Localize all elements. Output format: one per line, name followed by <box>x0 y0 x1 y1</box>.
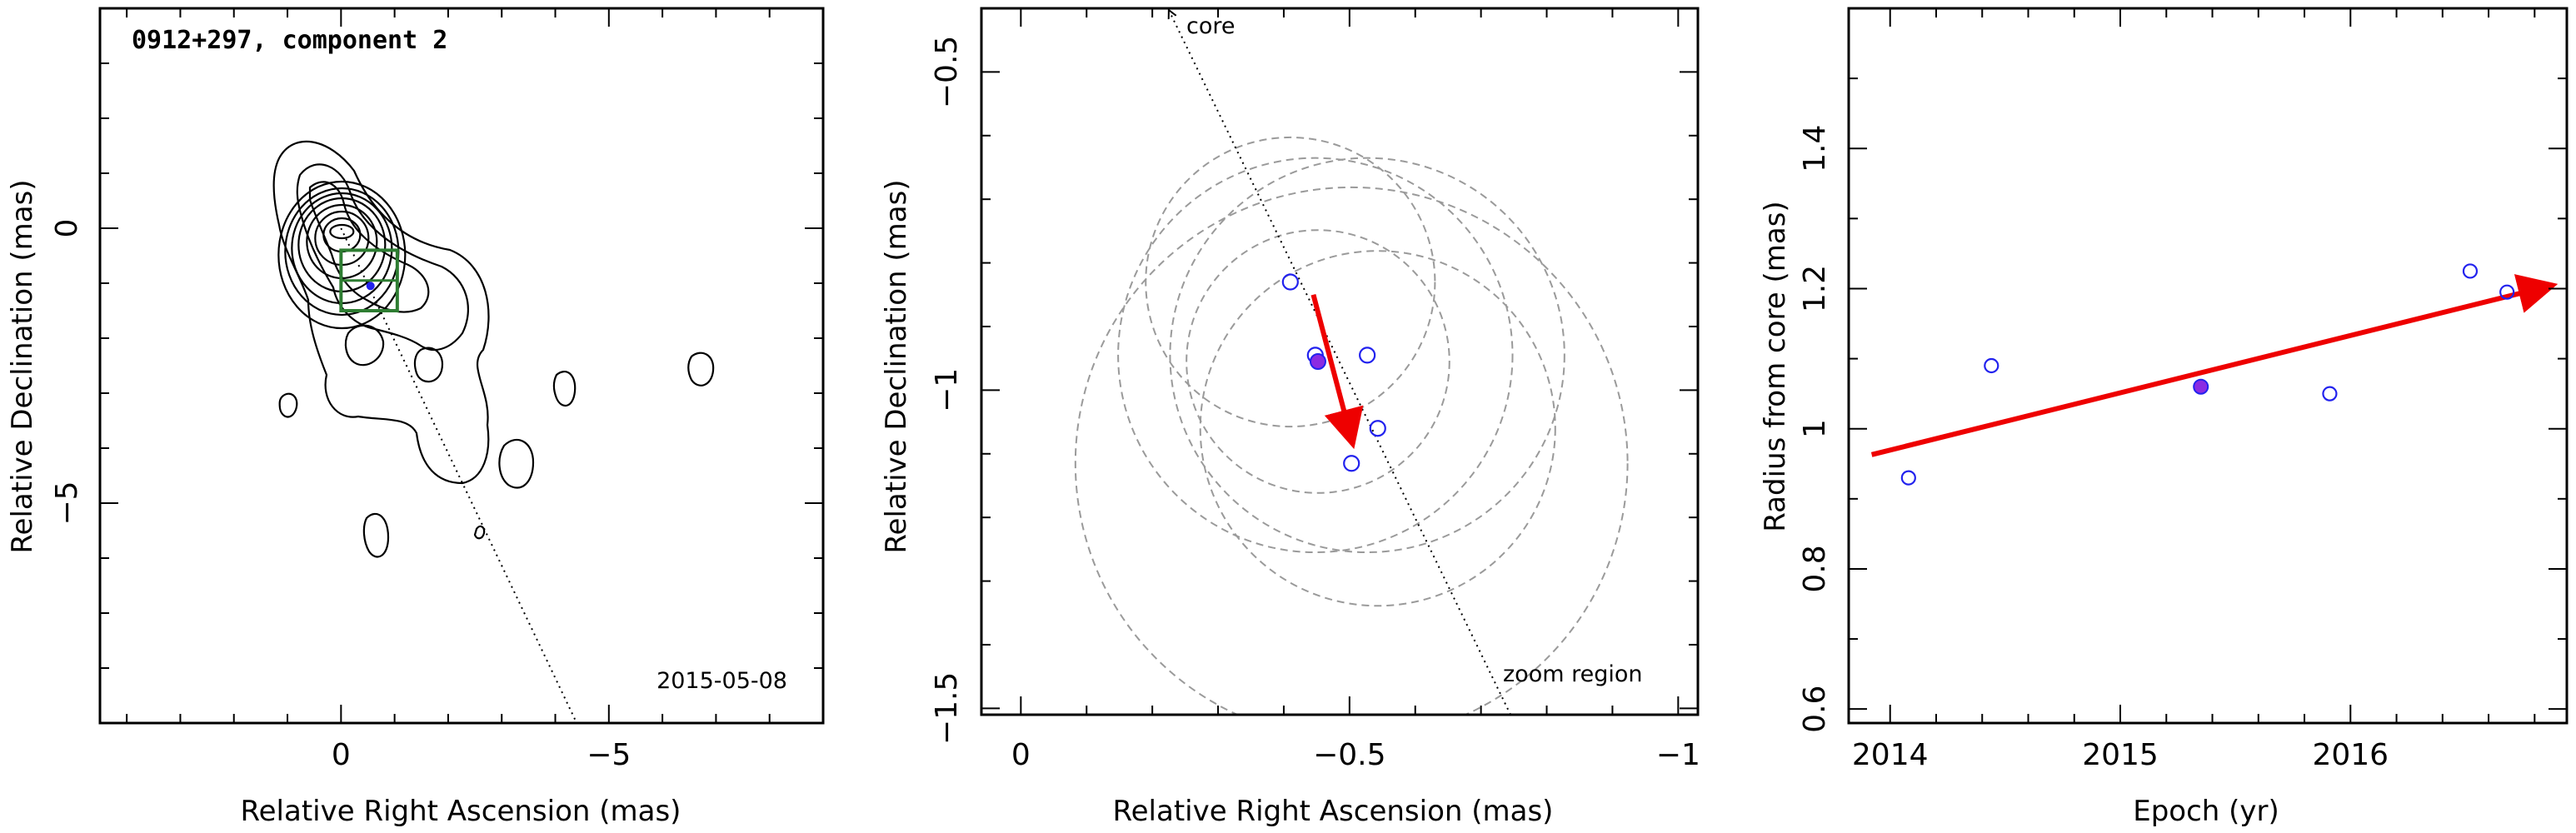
y-tick-label: 1 <box>1798 419 1832 438</box>
epoch-point-open <box>2462 263 2479 279</box>
epoch-point-filled <box>2193 378 2209 395</box>
contour-ring7 <box>362 512 390 558</box>
contour-ring3 <box>278 392 298 418</box>
panel-radius: 2014 2015 2016 0.6 0.8 1 1.2 1.4 Epoch (yr) Rad… <box>1759 7 2569 828</box>
y-axis-label-3: Radius from core (mas) <box>1759 201 1792 531</box>
contour-ring1 <box>344 324 385 367</box>
y-tick-label: 0.8 <box>1798 545 1832 592</box>
core-direction-line-zoom <box>1169 10 1512 716</box>
contour-ring6 <box>687 352 715 387</box>
x-axis-label-3: Epoch (yr) <box>2133 795 2279 828</box>
component-marker <box>366 282 375 291</box>
uncertainty-circle <box>1074 186 1629 715</box>
plot-frame-3 <box>1847 7 2569 725</box>
y-axis-label-1: Relative Declination (mas) <box>6 179 39 553</box>
x-axis-label-1: Relative Right Ascension (mas) <box>241 795 681 828</box>
x-tick-label: 0 <box>1011 738 1031 772</box>
map-date: 2015-05-08 <box>656 668 787 694</box>
tick-labels-2: 0 −0.5 −1 −0.5 −1 −1.5 <box>930 36 1700 772</box>
uncertainty-circle <box>1117 157 1514 554</box>
uncertainty-circle <box>1145 136 1436 428</box>
ticks-2 <box>981 7 1698 715</box>
x-tick-label: 0 <box>332 738 351 772</box>
contour-mid2 <box>308 181 430 313</box>
epoch-point-open <box>1984 357 1999 374</box>
x-tick-label: 2014 <box>1852 738 1929 772</box>
uncertainty-circles <box>1074 136 1629 715</box>
x-axis-label-2: Relative Right Ascension (mas) <box>1113 795 1554 828</box>
contour-lines <box>272 140 715 558</box>
y-tick-label: 0 <box>50 219 84 238</box>
x-tick-label: −0.5 <box>1313 738 1385 772</box>
panel-zoom: 0 −0.5 −1 −0.5 −1 −1.5 core zoom region Relat… <box>880 7 1700 828</box>
core-contour <box>329 223 355 240</box>
contour-ring4 <box>498 438 535 489</box>
motion-arrow <box>1310 294 1364 450</box>
y-axis-label-2: Relative Declination (mas) <box>880 179 913 553</box>
contour-ring5 <box>552 371 577 407</box>
epoch-point-open <box>1359 347 1376 364</box>
core-annotation: core <box>1186 13 1235 39</box>
uncertainty-circle <box>1186 229 1450 494</box>
epoch-points-zoom <box>1281 273 1386 472</box>
epoch-point-open <box>1281 273 1299 291</box>
core-contour <box>277 180 407 330</box>
y-tick-label: 1.2 <box>1798 265 1832 312</box>
contour-ring8 <box>473 525 486 540</box>
tick-labels-3: 2014 2015 2016 0.6 0.8 1 1.2 1.4 <box>1798 125 2389 772</box>
y-tick-label: −5 <box>50 481 84 525</box>
plot-frame-1 <box>98 7 825 725</box>
zoom-region-annotation: zoom region <box>1503 661 1642 687</box>
contour-ring2 <box>413 347 444 383</box>
y-tick-label: −1 <box>930 368 964 412</box>
y-tick-label: 0.6 <box>1798 686 1832 733</box>
contour-outer <box>272 140 490 485</box>
ticks-1 <box>100 7 824 724</box>
core-direction-line <box>340 227 578 723</box>
panel-contour-map: 0 −50−5 0912+297, component 2 2015-05-08 … <box>6 7 825 828</box>
epoch-point-open <box>1343 455 1360 472</box>
y-tick-label: −0.5 <box>930 36 964 108</box>
epoch-point-open <box>1369 420 1386 437</box>
x-tick-label: −5 <box>587 738 631 772</box>
uncertainty-circle <box>1169 157 1565 554</box>
y-tick-label: −1.5 <box>930 672 964 745</box>
y-tick-label: 1.4 <box>1798 125 1832 172</box>
x-tick-label: 2016 <box>2312 738 2389 772</box>
trend-arrow <box>1870 274 2559 457</box>
epoch-point-filled <box>1309 353 1326 370</box>
epoch-points-radius <box>1900 263 2515 486</box>
plot-frame-2 <box>980 7 1700 716</box>
epoch-point-open <box>2322 386 2338 402</box>
tick-labels-1: 0 −5 0 −5 <box>50 219 631 772</box>
epoch-point-open <box>1900 470 1916 486</box>
map-title: 0912+297, component 2 <box>132 26 447 55</box>
uncertainty-circle <box>1199 250 1556 607</box>
epoch-point-open <box>2499 284 2515 300</box>
x-tick-label: −1 <box>1656 738 1700 772</box>
x-tick-label: 2015 <box>2082 738 2159 772</box>
ticks-3 <box>1849 7 2567 723</box>
